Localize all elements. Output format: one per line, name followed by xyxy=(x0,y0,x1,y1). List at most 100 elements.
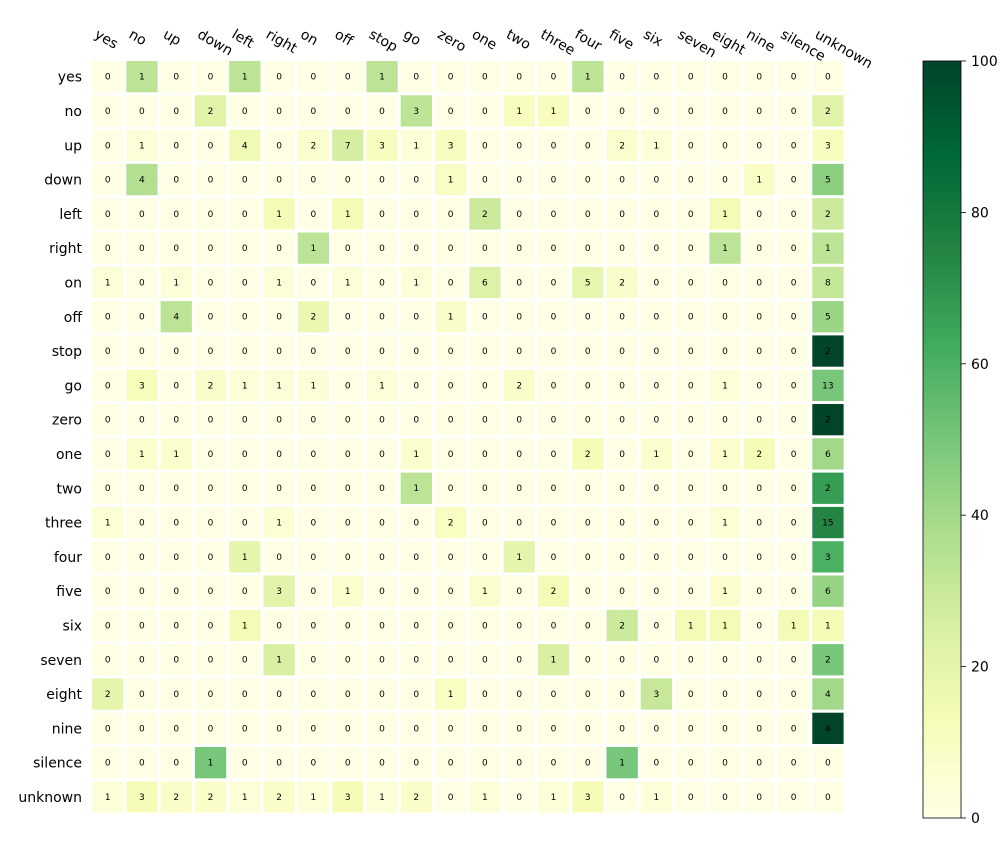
cell-value-label: 1 xyxy=(276,381,282,391)
heatmap-cell xyxy=(263,61,295,93)
cell-value-label: 0 xyxy=(791,690,797,700)
heatmap-cell xyxy=(640,438,673,470)
cell-value-label: 0 xyxy=(173,347,179,357)
cell-value-label: 1 xyxy=(413,278,419,288)
cell-value-label: 0 xyxy=(139,690,145,700)
cell-value-label: 0 xyxy=(173,484,179,494)
cell-value-label: 1 xyxy=(379,381,385,391)
heatmap-cell xyxy=(640,232,673,264)
heatmap-cell xyxy=(194,781,227,813)
x-tick-label: stop xyxy=(366,27,400,56)
x-tick-label: no xyxy=(126,27,149,50)
cell-value-label: 0 xyxy=(688,450,694,460)
heatmap-cell xyxy=(92,747,124,779)
cell-value-label: 0 xyxy=(791,73,797,83)
cell-value-label: 0 xyxy=(482,141,488,151)
cell-value-label: 0 xyxy=(551,450,557,460)
heatmap-cell xyxy=(160,644,192,676)
heatmap-cell xyxy=(263,644,295,676)
heatmap-cell xyxy=(572,712,604,744)
heatmap-cell xyxy=(743,369,775,401)
cell-value-label: 15 xyxy=(822,519,833,529)
heatmap-cell xyxy=(400,404,432,436)
cell-value-label: 0 xyxy=(345,107,351,117)
y-tick-label: silence xyxy=(33,756,82,772)
heatmap-cell xyxy=(572,266,604,299)
x-tick-label: zero xyxy=(435,27,469,56)
cell-value-label: 0 xyxy=(208,73,214,83)
heatmap-cell xyxy=(778,61,810,93)
heatmap-cell xyxy=(469,301,501,333)
heatmap-cell xyxy=(778,472,810,504)
heatmap-cell xyxy=(640,712,673,744)
heatmap-cell xyxy=(366,712,398,744)
colorbar-tick-label: 80 xyxy=(971,205,989,221)
cell-value-label: 0 xyxy=(413,724,419,734)
heatmap-cell xyxy=(332,678,364,710)
heatmap-cell xyxy=(469,232,501,264)
cell-value-label: 0 xyxy=(242,587,248,597)
y-tick-label: unknown xyxy=(18,790,82,806)
cell-value-label: 0 xyxy=(208,313,214,323)
cell-value-label: 0 xyxy=(311,519,317,529)
cell-value-label: 0 xyxy=(105,244,111,254)
heatmap-cell xyxy=(435,678,467,710)
heatmap-cell xyxy=(263,712,295,744)
heatmap-cell xyxy=(435,506,467,539)
cell-value-label: 0 xyxy=(791,793,797,803)
cell-value-label: 0 xyxy=(242,210,248,220)
cell-value-label: 0 xyxy=(722,553,728,563)
cell-value-label: 0 xyxy=(448,210,454,220)
heatmap-cell xyxy=(743,404,775,436)
cell-value-label: 1 xyxy=(585,73,591,83)
cell-value-label: 0 xyxy=(516,244,522,254)
heatmap-cell xyxy=(537,95,570,127)
heatmap-cell xyxy=(366,575,398,607)
heatmap-cell xyxy=(160,712,192,744)
heatmap-cell xyxy=(778,747,810,779)
cell-value-label: 0 xyxy=(516,587,522,597)
heatmap-cell xyxy=(572,95,604,127)
heatmap-cell xyxy=(503,781,535,813)
heatmap-cell xyxy=(572,129,604,161)
heatmap-cell xyxy=(435,541,467,573)
cell-value-label: 3 xyxy=(585,793,591,803)
cell-value-label: 0 xyxy=(242,484,248,494)
heatmap-cell xyxy=(709,506,741,539)
heatmap-cell xyxy=(297,472,330,504)
heatmap-cell xyxy=(606,335,638,367)
cell-value-label: 0 xyxy=(482,73,488,83)
heatmap-cell xyxy=(297,506,330,539)
cell-value-label: 0 xyxy=(516,278,522,288)
heatmap-cell xyxy=(366,163,398,196)
heatmap-cell xyxy=(606,541,638,573)
heatmap-cell xyxy=(126,438,158,470)
heatmap-cell xyxy=(640,506,673,539)
cell-value-label: 0 xyxy=(311,690,317,700)
heatmap-cell xyxy=(400,301,432,333)
cell-value-label: 0 xyxy=(413,244,419,254)
cell-value-label: 0 xyxy=(311,759,317,769)
cell-value-label: 1 xyxy=(345,587,351,597)
cell-value-label: 1 xyxy=(448,176,454,186)
cell-value-label: 0 xyxy=(105,347,111,357)
heatmap-cell xyxy=(194,266,227,299)
cell-value-label: 0 xyxy=(311,347,317,357)
cell-value-label: 0 xyxy=(688,73,694,83)
heatmap-cell xyxy=(332,301,364,333)
heatmap-cell xyxy=(537,198,570,230)
heatmap-cell xyxy=(503,644,535,676)
cell-value-label: 0 xyxy=(311,553,317,563)
cell-value-label: 1 xyxy=(345,278,351,288)
cell-value-label: 0 xyxy=(722,759,728,769)
colorbar-gradient xyxy=(922,60,962,819)
cell-value-label: 0 xyxy=(482,621,488,631)
cell-value-label: 0 xyxy=(242,278,248,288)
cell-value-label: 0 xyxy=(413,210,419,220)
heatmap-cell xyxy=(263,129,295,161)
cell-value-label: 0 xyxy=(585,416,591,426)
cell-value-label: 0 xyxy=(551,621,557,631)
heatmap-cell xyxy=(92,61,124,93)
cell-value-label: 3 xyxy=(448,141,454,151)
colorbar: 0 20 40 60 80 100 xyxy=(922,54,998,827)
